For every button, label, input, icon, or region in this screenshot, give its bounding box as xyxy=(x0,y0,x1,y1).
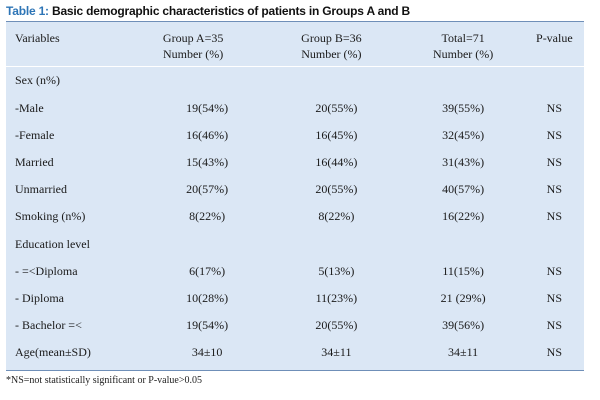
table-row: Smoking (n%) 8(22%) 8(22%) 16(22%) NS xyxy=(6,203,584,230)
header-total-title: Total=71 xyxy=(441,31,485,45)
table-footnote: *NS=not statistically significant or P-v… xyxy=(6,375,202,386)
cell-group-a: 6(17%) xyxy=(189,263,226,278)
table-body: Sex (n%) -Male 19(54%) 20(55%) 39(55%) NS -Fem… xyxy=(6,66,584,366)
cell-pvalue xyxy=(525,66,584,95)
table-caption-label: Table 1: xyxy=(6,4,49,18)
cell-pvalue: NS xyxy=(546,344,563,359)
table-row: Education level xyxy=(6,230,584,257)
table-row: Sex (n%) xyxy=(6,66,584,95)
header-group-b-title: Group B=36 xyxy=(301,31,362,45)
cell-group-b: 20(55%) xyxy=(315,182,358,197)
cell-pvalue: NS xyxy=(546,101,563,116)
cell-pvalue: NS xyxy=(546,290,563,305)
cell-total xyxy=(402,66,525,95)
cell-variable: Married xyxy=(15,155,54,170)
cell-group-a: 20(57%) xyxy=(186,182,229,197)
cell-group-b: 20(55%) xyxy=(315,101,358,116)
header-total-subtitle: Number (%) xyxy=(432,47,494,61)
table-caption: Table 1: Basic demographic characteristi… xyxy=(6,4,410,18)
cell-variable: - =<Diploma xyxy=(15,263,78,278)
table-row: Unmarried 20(57%) 20(55%) 40(57%) NS xyxy=(6,176,584,203)
cell-group-a: 19(54%) xyxy=(186,101,229,116)
cell-group-a: 8(22%) xyxy=(189,209,226,224)
cell-group-b: 34±11 xyxy=(321,344,352,359)
cell-group-a: 10(28%) xyxy=(186,290,229,305)
header-row: Variables Group A=35 Number (%) Group B=… xyxy=(6,22,584,67)
table-row: Married 15(43%) 16(44%) 31(43%) NS xyxy=(6,149,584,176)
cell-group-b xyxy=(261,66,401,95)
cell-pvalue xyxy=(525,230,584,257)
cell-variable: Unmarried xyxy=(15,182,67,197)
cell-pvalue: NS xyxy=(546,155,563,170)
cell-group-a: 19(54%) xyxy=(186,317,229,332)
cell-group-a xyxy=(125,230,261,257)
cell-group-b xyxy=(261,230,401,257)
cell-group-b: 20(55%) xyxy=(315,317,358,332)
cell-total: 32(45%) xyxy=(442,128,485,143)
cell-variable: Age(mean±SD) xyxy=(15,344,91,359)
cell-total: 40(57%) xyxy=(442,182,485,197)
cell-pvalue: NS xyxy=(546,209,563,224)
cell-total: 39(56%) xyxy=(442,317,485,332)
table-header: Variables Group A=35 Number (%) Group B=… xyxy=(6,22,584,67)
cell-pvalue: NS xyxy=(546,128,563,143)
cell-group-b: 16(44%) xyxy=(315,155,358,170)
header-group-a-title: Group A=35 xyxy=(162,31,224,45)
cell-group-a: 34±10 xyxy=(191,344,223,359)
table-caption-title: Basic demographic characteristics of pat… xyxy=(48,4,410,18)
header-group-a: Group A=35 Number (%) xyxy=(125,22,262,67)
cell-group-b: 16(45%) xyxy=(315,128,358,143)
table-row: - Bachelor =< 19(54%) 20(55%) 39(56%) NS xyxy=(6,312,584,339)
cell-variable: -Male xyxy=(15,101,44,116)
header-pvalue: P-value xyxy=(524,22,584,67)
table-row: -Female 16(46%) 16(45%) 32(45%) NS xyxy=(6,122,584,149)
cell-group-b: 11(23%) xyxy=(315,290,358,305)
demographics-table: Variables Group A=35 Number (%) Group B=… xyxy=(6,22,584,366)
demographics-table-container: Variables Group A=35 Number (%) Group B=… xyxy=(6,21,584,371)
cell-group-a: 15(43%) xyxy=(186,155,229,170)
cell-pvalue: NS xyxy=(546,182,563,197)
cell-total: 39(55%) xyxy=(442,101,485,116)
table-row: Age(mean±SD) 34±10 34±11 34±11 NS xyxy=(6,339,584,366)
cell-variable: Sex (n%) xyxy=(15,73,60,88)
cell-total: 21 (29%) xyxy=(440,290,486,305)
table-row: - =<Diploma 6(17%) 5(13%) 11(15%) NS xyxy=(6,258,584,285)
header-group-a-subtitle: Number (%) xyxy=(162,47,224,61)
table-row: - Diploma 10(28%) 11(23%) 21 (29%) NS xyxy=(6,285,584,312)
header-group-b-subtitle: Number (%) xyxy=(301,47,362,61)
cell-group-b: 8(22%) xyxy=(318,209,355,224)
cell-total: 34±11 xyxy=(448,344,479,359)
cell-total xyxy=(402,230,525,257)
cell-variable: Education level xyxy=(15,236,90,251)
cell-total: 16(22%) xyxy=(442,209,485,224)
cell-variable: Smoking (n%) xyxy=(15,209,86,224)
cell-variable: -Female xyxy=(15,128,55,143)
cell-total: 31(43%) xyxy=(442,155,485,170)
cell-group-a: 16(46%) xyxy=(186,128,229,143)
cell-pvalue: NS xyxy=(546,263,563,278)
cell-total: 11(15%) xyxy=(442,263,484,278)
table-row: -Male 19(54%) 20(55%) 39(55%) NS xyxy=(6,95,584,122)
cell-variable: - Diploma xyxy=(15,290,64,305)
cell-pvalue: NS xyxy=(546,317,563,332)
cell-group-a xyxy=(125,66,261,95)
header-total: Total=71 Number (%) xyxy=(401,22,525,67)
cell-variable: - Bachelor =< xyxy=(15,317,82,332)
header-variables: Variables xyxy=(6,22,126,67)
cell-group-b: 5(13%) xyxy=(318,263,355,278)
header-group-b: Group B=36 Number (%) xyxy=(261,22,402,67)
